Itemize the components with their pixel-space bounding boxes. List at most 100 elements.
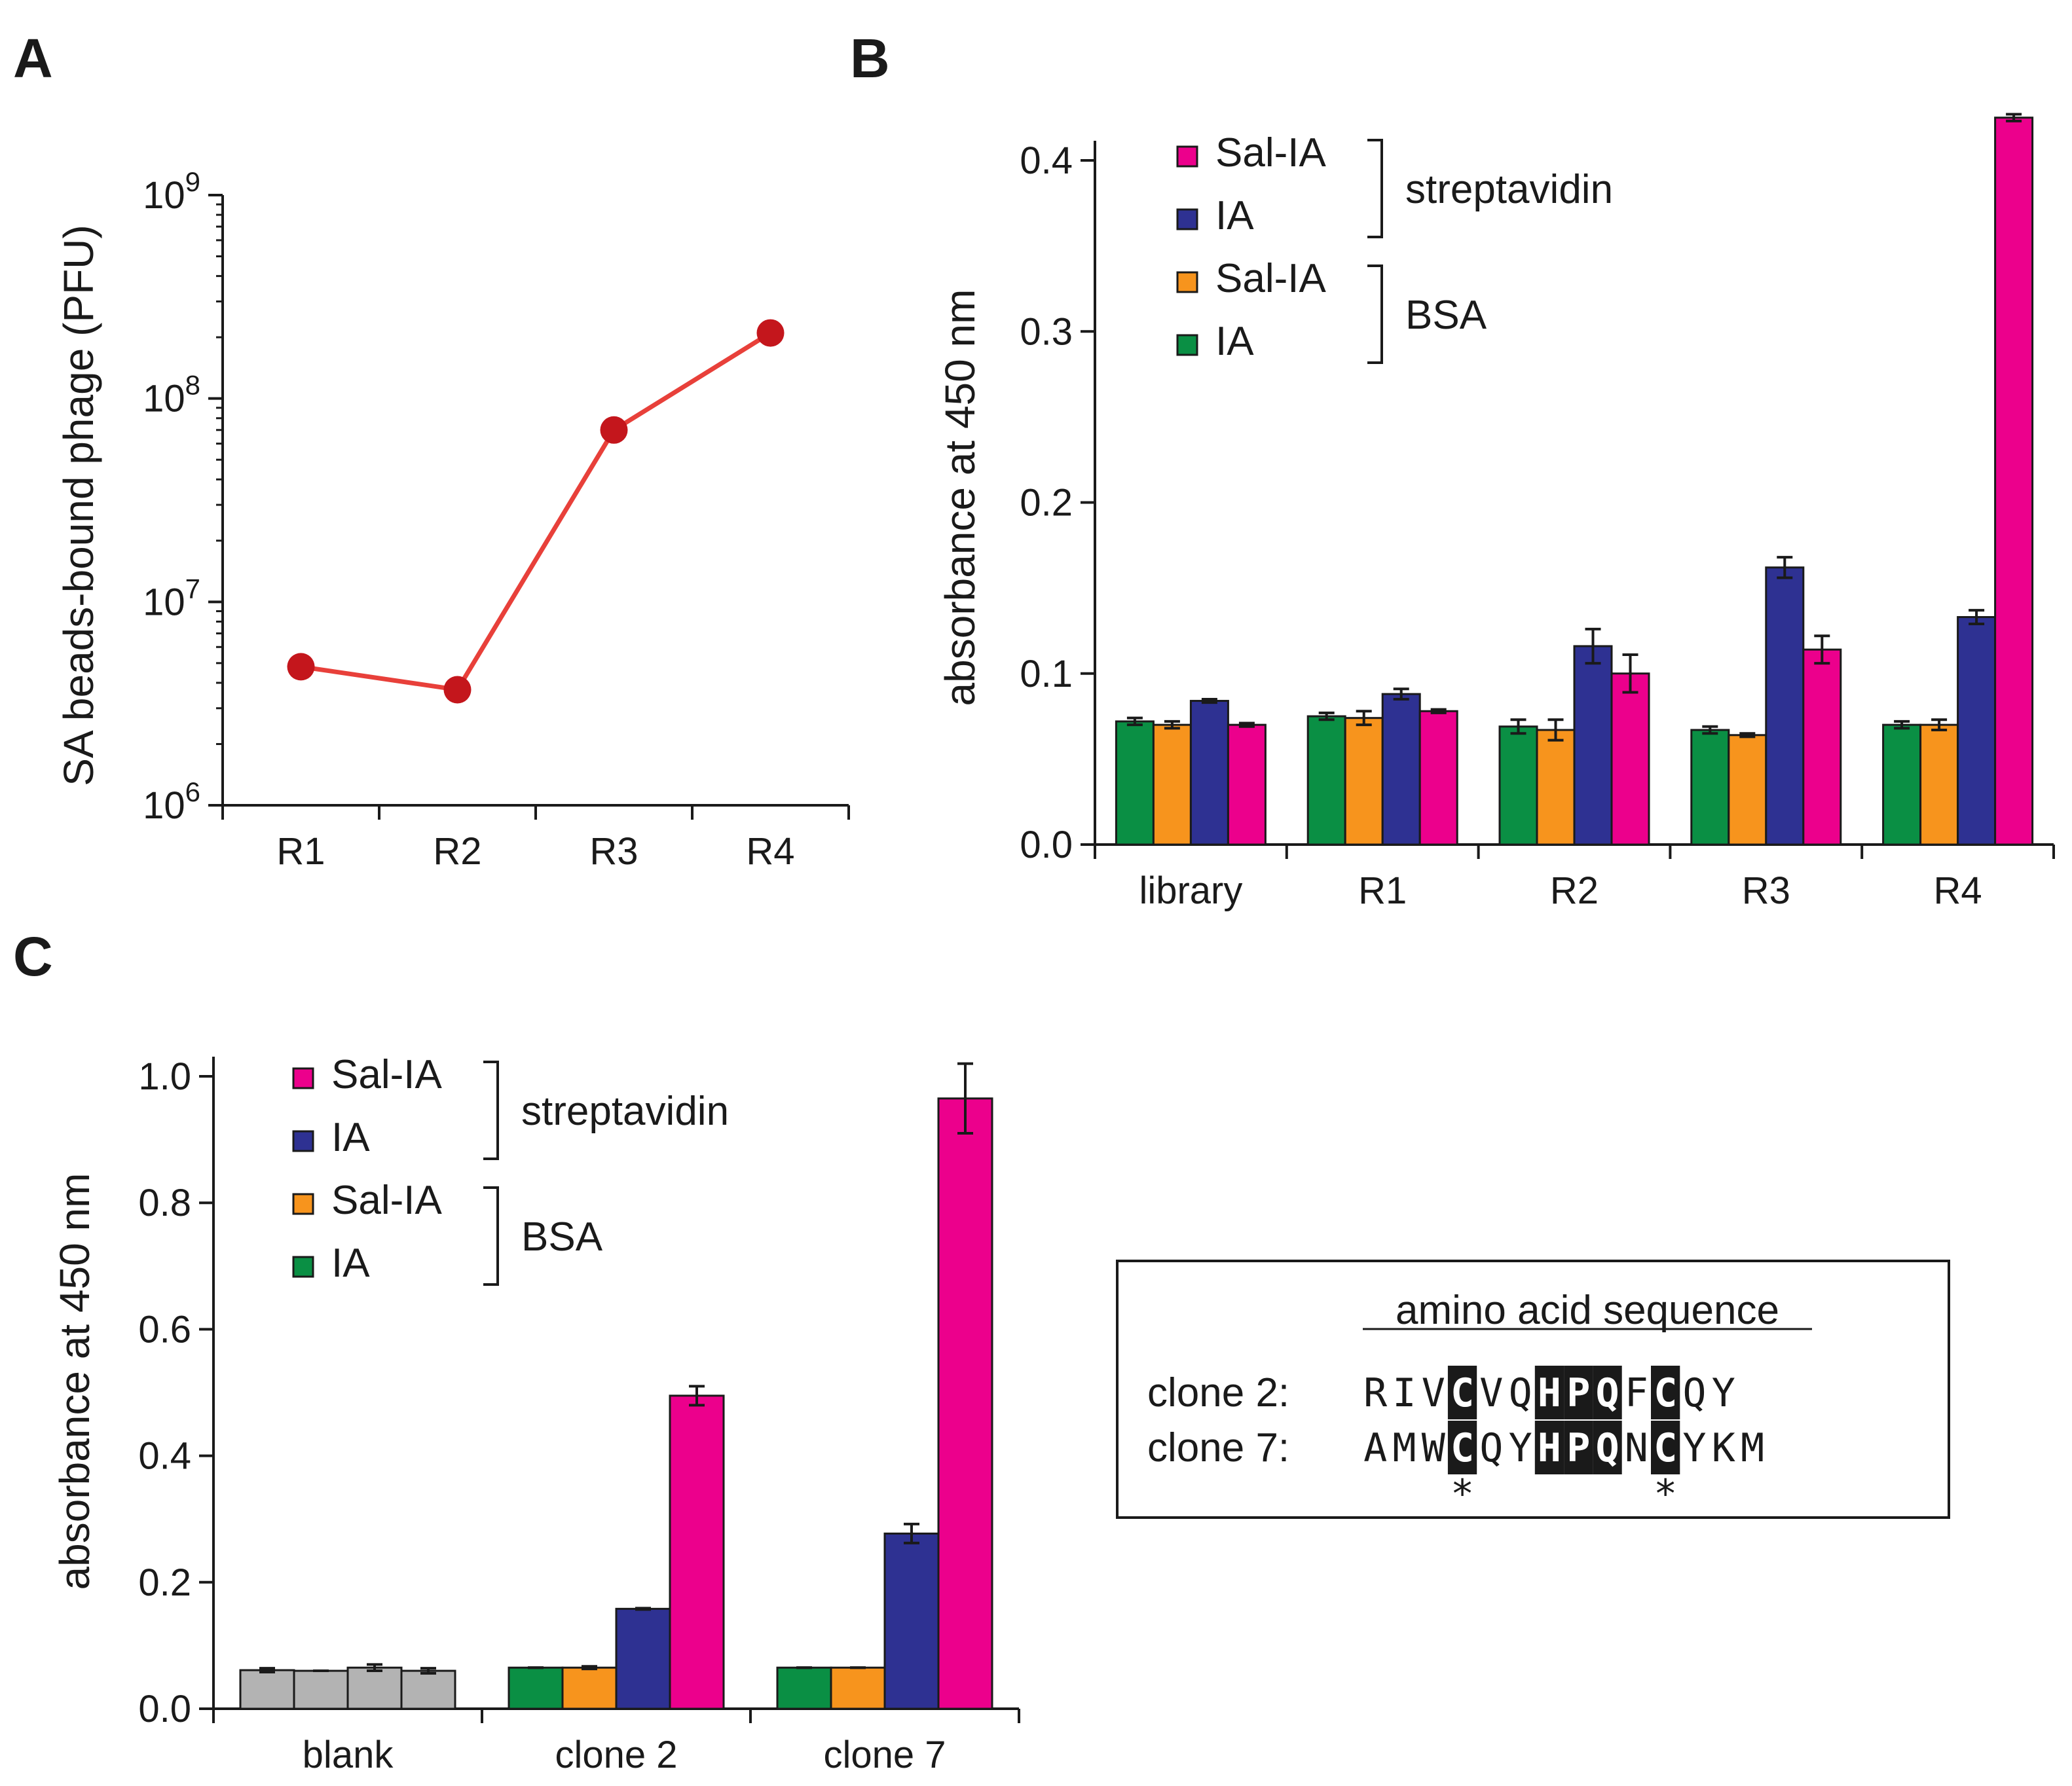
panel-b-legend-label: IA: [1215, 193, 1254, 238]
sequence-box-frame: [1116, 1260, 1950, 1519]
panel-c-legend-group-bsa: BSA: [521, 1214, 603, 1260]
panel-c-bar: [293, 1669, 349, 1710]
panel-b-bar: [1882, 723, 1922, 846]
panel-a-x-tick-label: R3: [589, 830, 638, 873]
panel-c-bar: [508, 1666, 564, 1710]
sequence-highlight-box: [1564, 1366, 1593, 1419]
panel-c-x-tick-label: clone 2: [555, 1734, 677, 1776]
panel-b-bar: [1690, 729, 1730, 846]
sequence-residue: F: [1625, 1370, 1648, 1416]
panel-c-bar: [239, 1669, 295, 1710]
panel-c-y-tick-label: 0.2: [138, 1561, 191, 1604]
sequence-residue: Q: [1595, 1425, 1619, 1471]
panel-c-bar: [669, 1394, 725, 1710]
panel-c-legend-label: Sal-IA: [331, 1052, 442, 1097]
panel-b-bar: [1115, 720, 1155, 846]
panel-c-bar: [346, 1666, 403, 1710]
panel-a-data-point: [443, 676, 472, 704]
panel-b-legend-bracket-streptavidin: [1367, 139, 1383, 238]
sequence-marker-asterisk: *: [1451, 1471, 1474, 1517]
panel-c-legend-swatch: [292, 1130, 314, 1152]
panel-a-y-tick-base: 10: [143, 378, 185, 420]
panel-a-y-tick-exponent: 7: [185, 573, 200, 604]
panel-b-bar: [1344, 717, 1384, 846]
panel-c-y-tick-label: 1.0: [138, 1055, 191, 1098]
sequence-residue: C: [1451, 1425, 1474, 1471]
panel-b-legend: Sal-IA IA Sal-IA IA streptavidin BSA: [1176, 130, 1613, 364]
sequence-residue: Q: [1595, 1370, 1619, 1416]
panel-a-y-tick-label: 106: [143, 776, 200, 827]
panel-b-y-tick-label: 0.0: [1020, 824, 1073, 866]
panel-b-x-tick-label: library: [1139, 869, 1242, 912]
panel-b-x-tick-label: R2: [1550, 869, 1599, 912]
panel-letter-a: A: [13, 27, 53, 89]
sequence-residue: Q: [1509, 1370, 1532, 1416]
panel-c-y-tick-label: 0.4: [138, 1435, 191, 1478]
panel-a-y-tick-exponent: 6: [185, 776, 200, 807]
panel-a-data-point: [600, 416, 628, 444]
sequence-residue: A: [1363, 1425, 1387, 1471]
panel-b-legend-swatch: [1176, 208, 1198, 230]
panel-a-series-line: [300, 331, 772, 693]
sequence-highlight-box: [1447, 1366, 1477, 1419]
panel-c-legend: Sal-IA IA Sal-IA IA streptavidin BSA: [292, 1052, 729, 1286]
panel-b-bar: [1919, 723, 1959, 846]
sequence-highlight-box: [1593, 1421, 1622, 1474]
panel-c-y-axis-title: absorbance at 450 nm: [51, 1173, 98, 1590]
panel-a-y-tick-label: 109: [143, 166, 200, 217]
panel-c-y-tick-label: 0.6: [138, 1308, 191, 1351]
sequence-residue: Y: [1712, 1370, 1735, 1416]
panel-a-data-point: [287, 653, 315, 681]
sequence-highlight-box: [1593, 1366, 1622, 1419]
panel-b-bar: [1765, 566, 1805, 846]
panel-b-y-tick-label: 0.1: [1020, 653, 1073, 695]
panel-a: A SA beads-bound phage (PFU) 10610710810…: [13, 27, 850, 873]
panel-c-bar: [883, 1532, 940, 1710]
sequence-residue: Q: [1479, 1425, 1503, 1471]
panel-b-bar: [1573, 645, 1613, 846]
panel-a-y-axis-title: SA beads-bound phage (PFU): [55, 225, 102, 786]
panel-c-x-tick-label: blank: [303, 1734, 394, 1776]
panel-b-y-tick-label: 0.2: [1020, 482, 1073, 524]
panel-c-y-tick-label: 0.0: [138, 1688, 191, 1730]
panel-c-legend-bracket-bsa: [483, 1186, 499, 1286]
panel-c-legend-swatch: [292, 1067, 314, 1089]
sequence-residue: H: [1538, 1370, 1561, 1416]
panel-c-marks: [239, 1062, 993, 1710]
panel-c-bar: [776, 1666, 832, 1710]
panel-b-legend-group-bsa: BSA: [1405, 293, 1487, 338]
sequence-highlight-box: [1651, 1421, 1680, 1474]
panel-b-legend-swatch: [1176, 271, 1198, 293]
sequence-highlight-box: [1564, 1421, 1593, 1474]
panel-b-legend-label: Sal-IA: [1215, 256, 1326, 301]
panel-a-marks: [287, 319, 785, 704]
panel-b-bar: [1418, 710, 1458, 846]
panel-b-bar: [1306, 715, 1346, 846]
panel-letter-c: C: [13, 926, 53, 987]
panel-a-y-tick-label: 107: [143, 573, 200, 623]
sequence-residue: C: [1654, 1425, 1677, 1471]
sequence-residue: M: [1392, 1425, 1416, 1471]
sequence-residue: N: [1625, 1425, 1648, 1471]
sequence-residue: R: [1363, 1370, 1388, 1416]
sequence-residue: P: [1566, 1370, 1590, 1416]
panel-c-legend-label: IA: [331, 1115, 370, 1160]
panel-b-x-tick-label: R1: [1358, 869, 1407, 912]
sequence-highlight-box: [1534, 1366, 1564, 1419]
panel-a-x-tick-label: R1: [276, 830, 325, 873]
panel-a-x-tick-label: R4: [746, 830, 794, 873]
panel-b-y-tick-label: 0.3: [1020, 310, 1073, 353]
sequence-residue: Y: [1509, 1425, 1532, 1471]
sequence-residue: C: [1654, 1370, 1677, 1416]
panel-b-bar: [1957, 616, 1997, 846]
sequence-residue: K: [1712, 1425, 1735, 1471]
panel-b-bar: [1536, 729, 1576, 846]
panel-letter-b: B: [850, 27, 890, 89]
panel-c-bar: [615, 1607, 671, 1710]
panel-b-x-tick-label: R3: [1742, 869, 1790, 912]
panel-a-y-tick-base: 10: [143, 581, 185, 623]
panel-c-legend-label: IA: [331, 1241, 370, 1286]
